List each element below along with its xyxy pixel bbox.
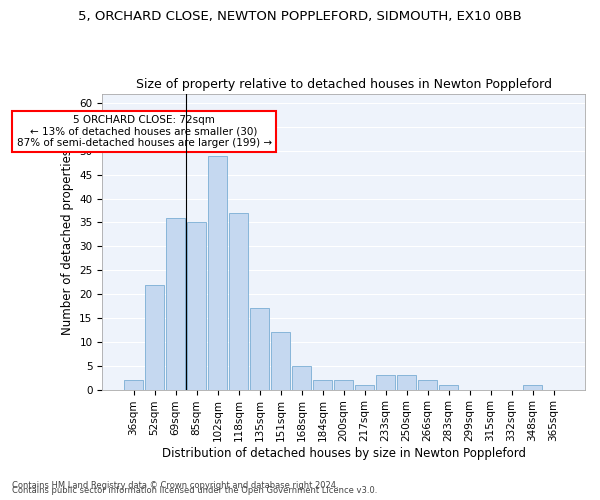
Bar xyxy=(418,380,437,390)
Bar xyxy=(250,308,269,390)
Bar xyxy=(208,156,227,390)
Bar xyxy=(439,385,458,390)
Bar xyxy=(292,366,311,390)
Bar xyxy=(124,380,143,390)
Bar xyxy=(523,385,542,390)
Title: Size of property relative to detached houses in Newton Poppleford: Size of property relative to detached ho… xyxy=(136,78,551,91)
Text: Contains public sector information licensed under the Open Government Licence v3: Contains public sector information licen… xyxy=(12,486,377,495)
Text: 5 ORCHARD CLOSE: 72sqm
← 13% of detached houses are smaller (30)
87% of semi-det: 5 ORCHARD CLOSE: 72sqm ← 13% of detached… xyxy=(17,115,272,148)
Bar xyxy=(187,222,206,390)
Bar xyxy=(397,376,416,390)
Bar xyxy=(166,218,185,390)
Text: Contains HM Land Registry data © Crown copyright and database right 2024.: Contains HM Land Registry data © Crown c… xyxy=(12,481,338,490)
Bar xyxy=(334,380,353,390)
Bar xyxy=(145,284,164,390)
Y-axis label: Number of detached properties: Number of detached properties xyxy=(61,148,74,334)
X-axis label: Distribution of detached houses by size in Newton Poppleford: Distribution of detached houses by size … xyxy=(161,447,526,460)
Bar xyxy=(313,380,332,390)
Bar xyxy=(229,213,248,390)
Bar xyxy=(271,332,290,390)
Bar xyxy=(355,385,374,390)
Text: 5, ORCHARD CLOSE, NEWTON POPPLEFORD, SIDMOUTH, EX10 0BB: 5, ORCHARD CLOSE, NEWTON POPPLEFORD, SID… xyxy=(78,10,522,23)
Bar xyxy=(376,376,395,390)
